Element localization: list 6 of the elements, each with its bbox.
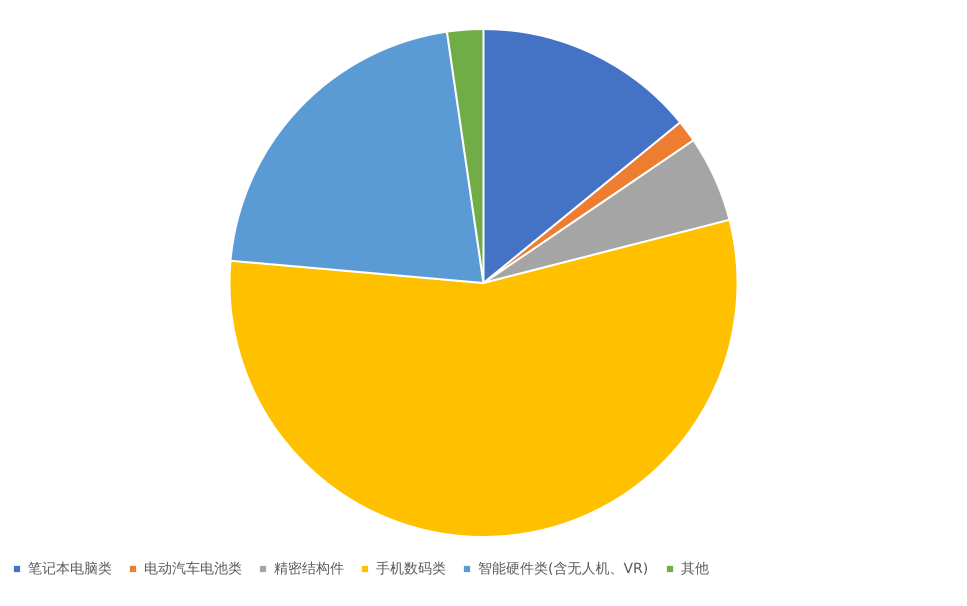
legend-label: 笔记本电脑类 (28, 561, 112, 577)
legend-label: 智能硬件类(含无人机、VR) (478, 561, 648, 577)
legend-label: 精密结构件 (274, 561, 344, 577)
legend-label: 其他 (681, 561, 709, 577)
legend-label: 电动汽车电池类 (144, 561, 242, 577)
legend-label: 手机数码类 (376, 561, 446, 577)
